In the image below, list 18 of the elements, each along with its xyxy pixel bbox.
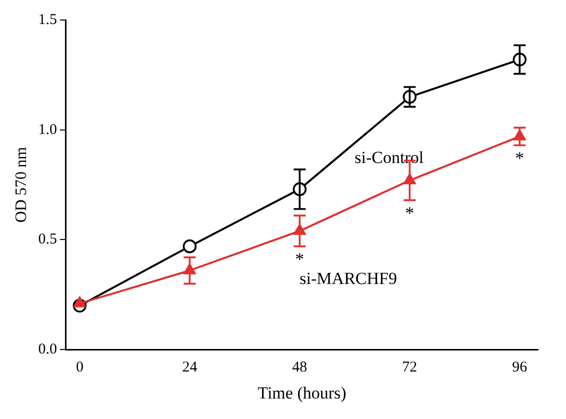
annotation: * (295, 249, 304, 270)
annotation: * (515, 148, 524, 168)
x-tick-label: 24 (182, 360, 198, 376)
y-axis-title: OD 570 nm (12, 146, 30, 223)
x-axis-title: Time (hours) (258, 383, 346, 402)
x-tick-label: 96 (512, 360, 528, 376)
x-tick-label: 48 (292, 360, 308, 376)
y-tick-label: 0.0 (38, 342, 57, 358)
point (182, 239, 197, 254)
point (74, 296, 86, 308)
series-label: si-Control (354, 148, 424, 167)
y-tick-label: 1.5 (38, 12, 57, 28)
text: si-MARCHF9 (300, 268, 397, 288)
y-tick-label: 1.0 (38, 122, 57, 138)
x-tick-label: 72 (402, 360, 418, 376)
y-tick-label: 0.5 (38, 232, 57, 248)
x-tick-label: 0 (76, 360, 84, 376)
annotation: * (405, 202, 414, 223)
